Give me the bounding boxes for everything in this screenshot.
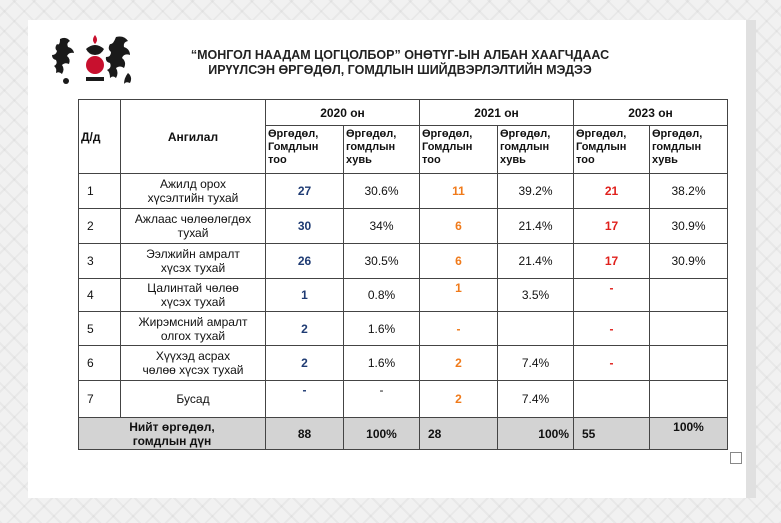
row-category: Жирэмсний амралт олгох тухай: [120, 311, 266, 346]
pct-2021: 21.4%: [497, 208, 574, 244]
header-year-2020: 2020 он: [265, 99, 420, 126]
count-2021: -: [419, 311, 498, 346]
resize-handle[interactable]: [730, 452, 742, 464]
row-number: 4: [78, 278, 121, 312]
pct-2023: [649, 345, 728, 381]
pct-2020: 30.5%: [343, 243, 420, 279]
subheader-pct-2020: Өргөдөл, гомдлын хувь: [343, 125, 420, 174]
row-number: 7: [78, 380, 121, 418]
total-row: Нийт өргөдөл, гомдлын дүн 88 100% 28 100%…: [78, 417, 728, 450]
pct-2021: 39.2%: [497, 173, 574, 209]
count-2020: 26: [265, 243, 344, 279]
total-count-2020: 88: [265, 417, 344, 450]
header-year-2021: 2021 он: [419, 99, 574, 126]
count-2021: 6: [419, 243, 498, 279]
header-number: Д/д: [78, 99, 121, 174]
pct-2021: 7.4%: [497, 380, 574, 418]
count-2023: -: [573, 311, 650, 346]
count-2023: 21: [573, 173, 650, 209]
pct-2023: [649, 380, 728, 418]
complaints-table: Д/д Ангилал 2020 он 2021 он 2023 он Өргө…: [78, 99, 728, 450]
pct-2020: 30.6%: [343, 173, 420, 209]
subheader-pct-2023: Өргөдөл, гомдлын хувь: [649, 125, 728, 174]
pct-2020: 1.6%: [343, 311, 420, 346]
table-row: 5 Жирэмсний амралт олгох тухай 2 1.6% - -: [78, 311, 728, 346]
pct-2020: 1.6%: [343, 345, 420, 381]
count-2023: -: [573, 345, 650, 381]
scrollbar-track[interactable]: [746, 20, 756, 498]
pct-2020: -: [343, 380, 420, 418]
total-pct-2020: 100%: [343, 417, 420, 450]
count-2021: 1: [419, 278, 498, 312]
pct-2023: 30.9%: [649, 208, 728, 244]
count-2023: [573, 380, 650, 418]
pct-2021: [497, 311, 574, 346]
count-2023: 17: [573, 243, 650, 279]
subheader-count-2020: Өргөдөл, Гомдлын тоо: [265, 125, 344, 174]
table-row: 2 Ажлаас чөлөөлөгдөх тухай 30 34% 6 21.4%…: [78, 208, 728, 244]
table-row: 7 Бусад - - 2 7.4%: [78, 380, 728, 418]
count-2020: 30: [265, 208, 344, 244]
pct-2023: [649, 278, 728, 312]
table-row: 1 Ажилд орох хүсэлтийн тухай 27 30.6% 11 …: [78, 173, 728, 209]
row-category: Ажилд орох хүсэлтийн тухай: [120, 173, 266, 209]
row-category: Ээлжийн амралт хүсэх тухай: [120, 243, 266, 279]
table-row: 3 Ээлжийн амралт хүсэх тухай 26 30.5% 6 2…: [78, 243, 728, 279]
subheader-pct-2021: Өргөдөл, гомдлын хувь: [497, 125, 574, 174]
count-2020: 2: [265, 311, 344, 346]
pct-2021: 7.4%: [497, 345, 574, 381]
count-2021: 6: [419, 208, 498, 244]
row-number: 5: [78, 311, 121, 346]
title-line-2: ИРҮҮЛСЭН ӨРГӨДӨЛ, ГОМДЛЫН ШИЙДВЭРЛЭЛТИЙН…: [208, 63, 592, 77]
header-year-2023: 2023 он: [573, 99, 728, 126]
count-2020: -: [265, 380, 344, 418]
row-number: 3: [78, 243, 121, 279]
count-2020: 1: [265, 278, 344, 312]
subheader-count-2021: Өргөдөл, Гомдлын тоо: [419, 125, 498, 174]
total-pct-2023: 100%: [649, 417, 728, 450]
document-title: “МОНГОЛ НААДАМ ЦОГЦОЛБОР” ОНӨТҮГ-ЫН АЛБА…: [165, 48, 635, 78]
row-category: Бусад: [120, 380, 266, 418]
count-2023: -: [573, 278, 650, 312]
row-category: Цалинтай чөлөө хүсэх тухай: [120, 278, 266, 312]
row-category: Ажлаас чөлөөлөгдөх тухай: [120, 208, 266, 244]
total-pct-2021: 100%: [497, 417, 574, 450]
total-label: Нийт өргөдөл, гомдлын дүн: [78, 417, 266, 450]
row-number: 2: [78, 208, 121, 244]
pct-2020: 34%: [343, 208, 420, 244]
count-2021: 2: [419, 380, 498, 418]
title-line-1: “МОНГОЛ НААДАМ ЦОГЦОЛБОР” ОНӨТҮГ-ЫН АЛБА…: [190, 48, 610, 62]
subheader-count-2023: Өргөдөл, Гомдлын тоо: [573, 125, 650, 174]
count-2020: 27: [265, 173, 344, 209]
total-count-2021: 28: [419, 417, 498, 450]
soyombo-logo-icon: [52, 35, 132, 84]
pct-2021: 21.4%: [497, 243, 574, 279]
pct-2023: 38.2%: [649, 173, 728, 209]
pct-2023: 30.9%: [649, 243, 728, 279]
count-2021: 2: [419, 345, 498, 381]
count-2020: 2: [265, 345, 344, 381]
table-row: 4 Цалинтай чөлөө хүсэх тухай 1 0.8% 1 3.5…: [78, 278, 728, 312]
table-row: 6 Хүүхэд асрах чөлөө хүсэх тухай 2 1.6% 2…: [78, 345, 728, 381]
total-count-2023: 55: [573, 417, 650, 450]
pct-2023: [649, 311, 728, 346]
header-category: Ангилал: [120, 99, 266, 174]
row-number: 6: [78, 345, 121, 381]
pct-2020: 0.8%: [343, 278, 420, 312]
row-category: Хүүхэд асрах чөлөө хүсэх тухай: [120, 345, 266, 381]
count-2023: 17: [573, 208, 650, 244]
row-number: 1: [78, 173, 121, 209]
count-2021: 11: [419, 173, 498, 209]
pct-2021: 3.5%: [497, 278, 574, 312]
